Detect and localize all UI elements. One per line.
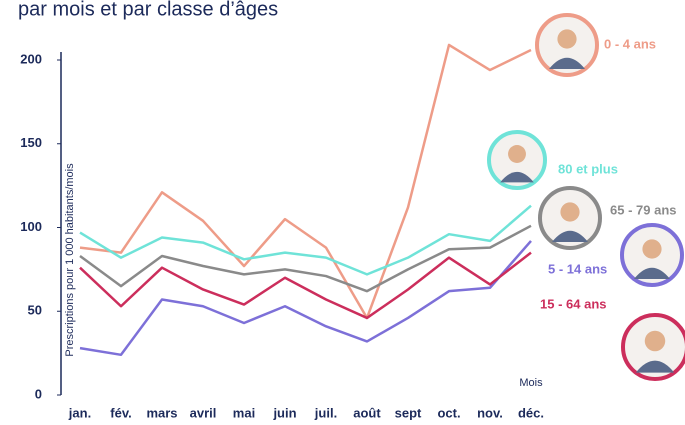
x-tick-label: jan. xyxy=(68,405,91,420)
legend-label: 80 et plus xyxy=(558,161,618,176)
x-tick-label: juin xyxy=(272,405,296,420)
x-tick-label: avril xyxy=(190,405,217,420)
avatar-head xyxy=(642,239,661,258)
x-tick-label: oct. xyxy=(437,405,460,420)
legend-label: 65 - 79 ans xyxy=(610,202,677,217)
series-line xyxy=(80,253,531,318)
legend-label: 5 - 14 ans xyxy=(548,261,607,276)
x-tick-label: fév. xyxy=(110,405,131,420)
legend-label: 0 - 4 ans xyxy=(604,36,656,51)
legend-label: 15 - 64 ans xyxy=(540,296,607,311)
x-tick-label: août xyxy=(353,405,381,420)
x-tick-label: juil. xyxy=(314,405,337,420)
x-tick-label: sept xyxy=(395,405,422,420)
avatar-head xyxy=(645,331,665,351)
chart-title: par mois et par classe d’âges xyxy=(18,0,278,20)
y-tick-label: 100 xyxy=(20,219,42,234)
avatar-head xyxy=(560,202,579,221)
y-axis-label: Prescriptions pour 1 000 habitants/mois xyxy=(64,163,76,357)
x-tick-label: mai xyxy=(233,405,255,420)
avatar-head xyxy=(557,29,576,48)
chart: par mois et par classe d’âges Prescripti… xyxy=(0,0,685,425)
series-line xyxy=(80,206,531,275)
x-tick-label: nov. xyxy=(477,405,503,420)
series-line xyxy=(80,45,531,318)
y-tick-label: 150 xyxy=(20,135,42,150)
y-tick-label: 0 xyxy=(35,386,42,401)
x-tick-label: mars xyxy=(146,405,177,420)
series-line xyxy=(80,241,531,355)
y-tick-label: 200 xyxy=(20,51,42,66)
x-tick-label: déc. xyxy=(518,405,544,420)
x-axis-label: Mois xyxy=(519,377,543,389)
y-tick-label: 50 xyxy=(28,303,42,318)
avatar-head xyxy=(508,145,526,163)
